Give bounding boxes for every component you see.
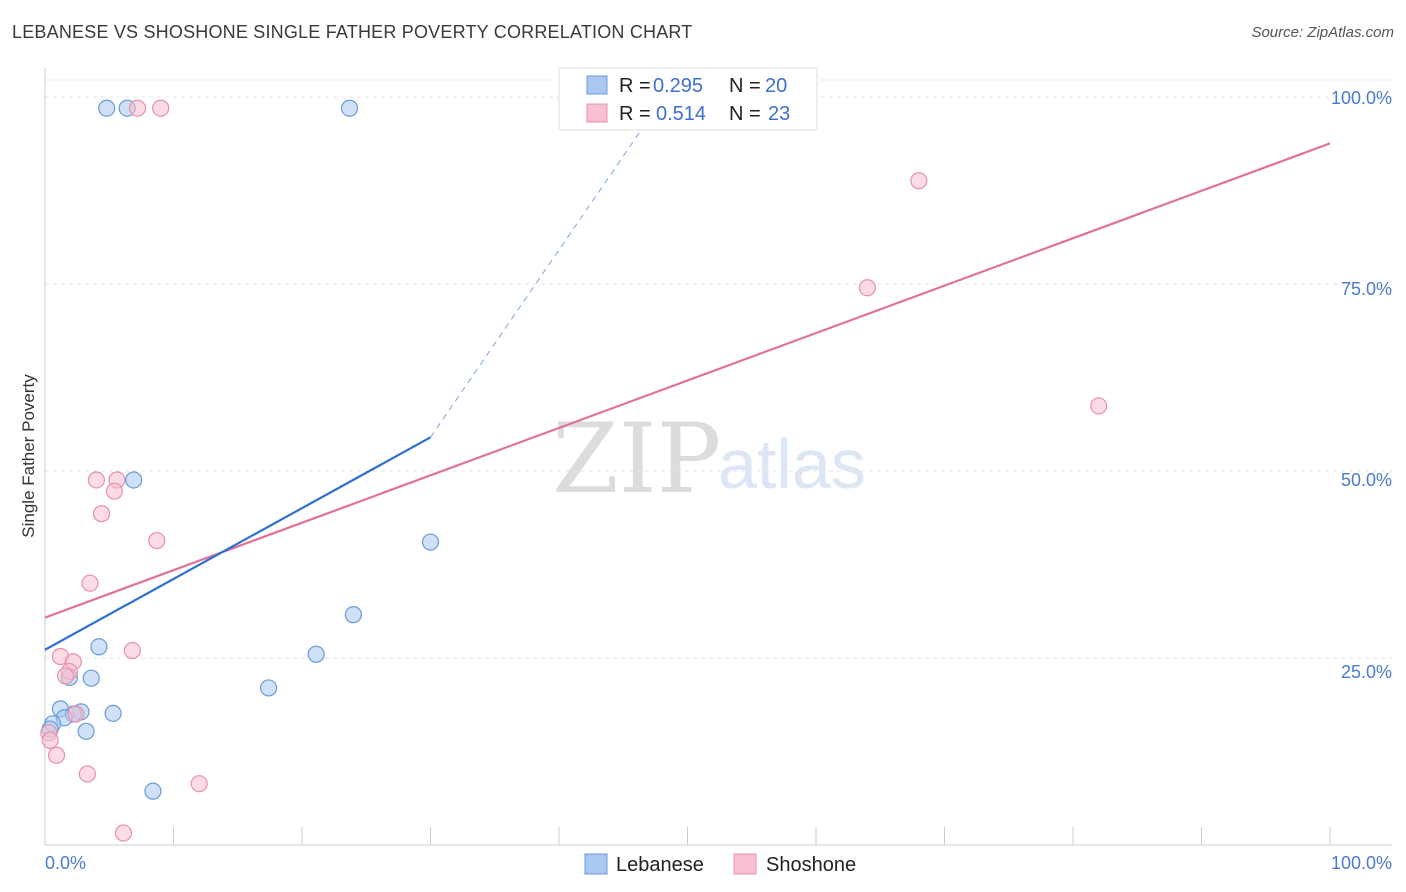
point-lebanese-5 bbox=[344, 606, 362, 624]
watermark-atlas: atlas bbox=[718, 425, 866, 503]
y-tick-label-100: 100.0% bbox=[1331, 88, 1392, 108]
legend-r-value-shoshone: 0.514 bbox=[656, 103, 706, 125]
legend-n-value-lebanese: 20 bbox=[765, 75, 787, 97]
points-layer bbox=[40, 99, 1108, 842]
point-shoshone-1 bbox=[152, 99, 170, 117]
legend-swatch-shoshone bbox=[586, 103, 608, 123]
x-tick-label-100: 100.0% bbox=[1331, 853, 1392, 873]
point-shoshone-15 bbox=[56, 667, 75, 685]
point-lebanese-3 bbox=[125, 471, 143, 489]
point-shoshone-20 bbox=[78, 765, 97, 783]
point-shoshone-16 bbox=[67, 705, 85, 723]
point-shoshone-22 bbox=[114, 824, 132, 842]
axis-layer bbox=[44, 68, 1392, 846]
legend-n-value-shoshone: 23 bbox=[768, 103, 790, 125]
point-shoshone-0 bbox=[128, 99, 147, 117]
point-lebanese-8 bbox=[82, 669, 100, 687]
legend-r-label-shoshone: R = bbox=[619, 103, 651, 125]
point-lebanese-2 bbox=[340, 99, 359, 117]
series-legend: Lebanese Shoshone bbox=[584, 853, 856, 876]
bottom-legend-swatch-shoshone bbox=[733, 853, 757, 875]
point-lebanese-0 bbox=[98, 99, 116, 117]
bottom-legend-label-shoshone: Shoshone bbox=[766, 854, 856, 876]
legend-r-value-lebanese: 0.295 bbox=[653, 75, 703, 97]
y-tick-label-25: 25.0% bbox=[1341, 662, 1392, 682]
point-shoshone-2 bbox=[910, 172, 928, 190]
legend-n-label-lebanese: N = bbox=[729, 75, 761, 97]
point-shoshone-4 bbox=[1090, 397, 1108, 415]
point-lebanese-10 bbox=[259, 679, 278, 697]
point-shoshone-18 bbox=[41, 731, 59, 749]
legend-n-label-shoshone: N = bbox=[729, 103, 761, 125]
trendline-shoshone bbox=[44, 142, 1331, 619]
chart-title: LEBANESE VS SHOSHONE SINGLE FATHER POVER… bbox=[12, 22, 693, 42]
legend-swatch-lebanese bbox=[586, 75, 608, 95]
point-lebanese-7 bbox=[90, 638, 108, 656]
point-shoshone-3 bbox=[858, 279, 877, 297]
point-lebanese-14 bbox=[104, 704, 122, 722]
y-tick-label-75: 75.0% bbox=[1341, 279, 1392, 299]
point-shoshone-19 bbox=[47, 746, 66, 764]
watermark-zip: ZIP bbox=[552, 403, 721, 515]
point-lebanese-4 bbox=[421, 533, 440, 551]
y-axis-label: Single Father Poverty bbox=[19, 374, 38, 538]
point-lebanese-18 bbox=[77, 722, 95, 740]
point-shoshone-9 bbox=[148, 531, 166, 550]
point-shoshone-21 bbox=[190, 775, 208, 793]
point-shoshone-8 bbox=[92, 505, 111, 523]
source-credit: Source: ZipAtlas.com bbox=[1251, 24, 1394, 41]
stats-legend: R = 0.295 N = 20 R = 0.514 N = 23 bbox=[558, 67, 818, 131]
trendline-lebanese-extension bbox=[430, 107, 658, 438]
point-shoshone-11 bbox=[123, 641, 141, 660]
point-lebanese-6 bbox=[307, 645, 325, 663]
bottom-legend-swatch-lebanese bbox=[584, 853, 608, 875]
y-tick-label-50: 50.0% bbox=[1341, 470, 1392, 490]
legend-r-label-lebanese: R = bbox=[619, 75, 651, 97]
point-shoshone-10 bbox=[81, 574, 99, 592]
trendline-lebanese bbox=[44, 436, 432, 651]
trend-layer bbox=[44, 107, 1331, 651]
x-tick-label-0: 0.0% bbox=[45, 853, 86, 873]
point-lebanese-19 bbox=[144, 782, 162, 800]
point-shoshone-7 bbox=[105, 482, 123, 500]
point-shoshone-5 bbox=[87, 471, 106, 489]
bottom-legend-label-lebanese: Lebanese bbox=[616, 854, 704, 876]
